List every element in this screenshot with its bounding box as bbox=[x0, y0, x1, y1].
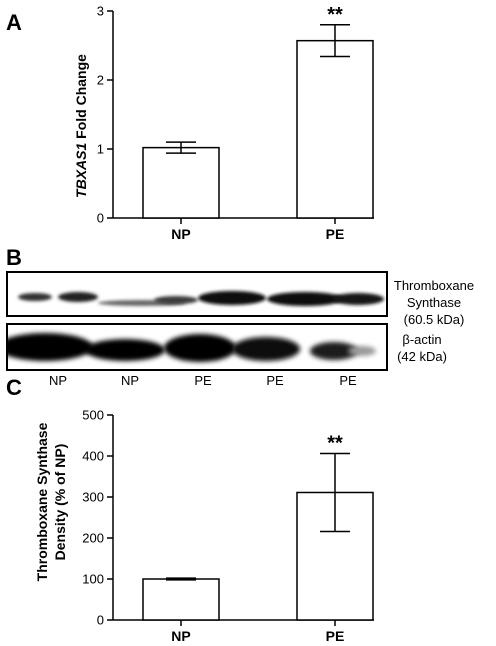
chart-c-significance: ** bbox=[327, 433, 343, 455]
chart-c-ytick-label: 100 bbox=[82, 572, 104, 587]
chart-a-bar bbox=[296, 39, 374, 219]
chart-a-category-label: NP bbox=[171, 226, 190, 242]
band-top-lane2b bbox=[154, 296, 198, 304]
chart-c: 0 100 200 300 400 500 NP PE ** bbox=[82, 408, 374, 644]
band-bottom-lane2 bbox=[85, 339, 165, 361]
chart-a-ytick-label: 0 bbox=[97, 211, 104, 226]
chart-c-category-label: NP bbox=[171, 628, 190, 641]
chart-c-bar bbox=[142, 578, 220, 621]
panel-b-letter: B bbox=[6, 245, 22, 270]
band-bottom-lane5-tail bbox=[348, 346, 376, 356]
lane-label-2: NP bbox=[121, 373, 139, 388]
panel-a-letter: A bbox=[6, 10, 22, 35]
chart-c-ytick-label: 300 bbox=[82, 490, 104, 505]
band-bottom-lane5 bbox=[310, 342, 358, 360]
chart-a-ytick-label: 1 bbox=[97, 142, 104, 157]
band-bottom-lane3 bbox=[164, 334, 236, 362]
chart-c-ytick-label: 200 bbox=[82, 531, 104, 546]
chart-a-significance: ** bbox=[327, 4, 343, 26]
lane-label-4: PE bbox=[266, 373, 284, 388]
band-top-lane3 bbox=[198, 291, 266, 305]
band-top-lane5 bbox=[332, 293, 384, 305]
lane-label-3: PE bbox=[194, 373, 212, 388]
band-top-lane1b bbox=[58, 292, 98, 302]
chart-c-category-label: PE bbox=[326, 628, 345, 641]
band-top-lane4 bbox=[267, 292, 343, 306]
chart-a-ylabel-italic: TBXAS1 bbox=[73, 143, 89, 198]
blot-top-label-3: (60.5 kDa) bbox=[404, 312, 465, 327]
panel-c-letter: C bbox=[6, 375, 22, 400]
band-bottom-lane1 bbox=[8, 333, 93, 361]
band-bottom-lane4 bbox=[232, 337, 300, 361]
chart-a: 0 1 2 3 NP PE ** bbox=[97, 4, 374, 242]
chart-c-ylabel-line2: Density (% of NP) bbox=[52, 444, 68, 561]
blot-top-bands bbox=[18, 291, 384, 306]
chart-c-ytick-label: 500 bbox=[82, 408, 104, 423]
chart-a-ytick-label: 2 bbox=[97, 73, 104, 88]
chart-c-ylabel-line1: Thromboxane Synthase bbox=[34, 422, 50, 581]
blot-top-label-2: Synthase bbox=[407, 295, 461, 310]
chart-c-ytick-label: 0 bbox=[97, 613, 104, 628]
chart-c-ytick-label: 400 bbox=[82, 449, 104, 464]
blot-bottom-label-1: β-actin bbox=[402, 332, 441, 347]
lane-label-1: NP bbox=[49, 373, 67, 388]
chart-a-bar bbox=[142, 146, 220, 219]
chart-a-ytick-label: 3 bbox=[97, 4, 104, 19]
blot-bottom-label-2: (42 kDa) bbox=[397, 349, 447, 364]
chart-a-ylabel: TBXAS1 Fold Change bbox=[73, 54, 89, 198]
blot-bottom-bands bbox=[8, 333, 376, 362]
chart-a-category-label: PE bbox=[326, 226, 345, 242]
band-top-lane1 bbox=[18, 293, 52, 301]
blot-top-label-1: Thromboxane bbox=[394, 278, 474, 293]
chart-a-ylabel-rest: Fold Change bbox=[73, 54, 89, 143]
lane-label-5: PE bbox=[339, 373, 357, 388]
western-blot: Thromboxane Synthase (60.5 kDa) β-actin … bbox=[6, 271, 474, 388]
